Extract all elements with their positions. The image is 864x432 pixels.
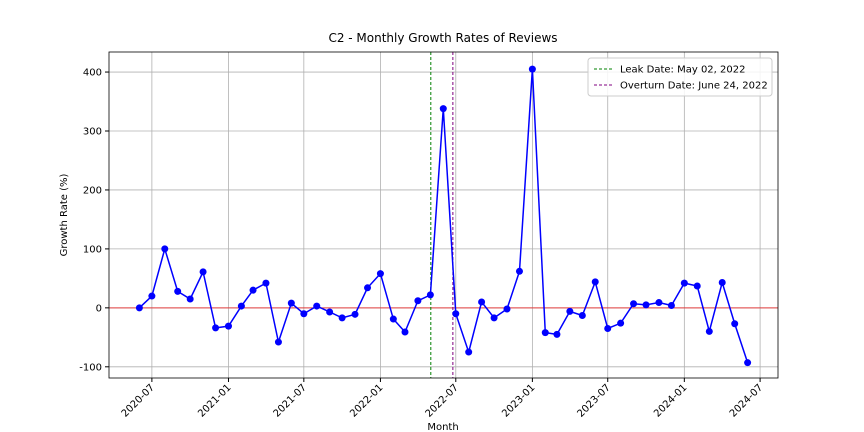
plot-frame <box>108 51 779 379</box>
data-point <box>186 295 194 303</box>
x-tick-label: 2020-07 <box>120 382 157 419</box>
data-point <box>452 310 460 318</box>
x-tick-label: 2023-07 <box>576 382 613 419</box>
data-point <box>553 330 561 338</box>
data-point <box>161 245 169 253</box>
y-tick-label: -100 <box>79 362 102 373</box>
data-point <box>287 299 295 307</box>
data-point <box>351 310 359 318</box>
data-line <box>138 69 749 363</box>
data-point <box>541 329 549 337</box>
chart-title: C2 - Monthly Growth Rates of Reviews <box>328 31 557 45</box>
x-tick-label: 2024-01 <box>652 382 689 419</box>
y-tick-label: 400 <box>83 68 102 79</box>
data-point <box>313 302 321 310</box>
data-point <box>326 308 334 316</box>
legend-label: Leak Date: May 02, 2022 <box>620 65 745 76</box>
data-point <box>693 282 701 290</box>
data-point <box>591 278 599 286</box>
data-point <box>300 310 308 318</box>
data-point <box>667 301 675 309</box>
legend-box <box>587 57 773 97</box>
legend-label: Overturn Date: June 24, 2022 <box>620 81 768 92</box>
x-tick-label: 2021-07 <box>272 382 309 419</box>
y-axis-label: Growth Rate (%) <box>59 174 70 257</box>
data-point <box>174 287 182 295</box>
x-tick-label: 2024-07 <box>728 382 765 419</box>
data-point <box>566 307 574 315</box>
data-point <box>490 314 498 322</box>
data-point <box>604 324 612 332</box>
data-point <box>389 315 397 323</box>
data-point <box>617 319 625 327</box>
data-point <box>642 301 650 309</box>
data-point <box>338 314 346 322</box>
data-point <box>705 327 713 335</box>
y-tick-label: 200 <box>83 185 102 196</box>
data-point <box>630 300 638 308</box>
data-point <box>401 328 409 336</box>
data-point <box>224 322 232 330</box>
x-tick-label: 2023-01 <box>500 382 537 419</box>
y-tick-label: 100 <box>83 244 102 255</box>
data-point <box>426 291 434 299</box>
data-point <box>680 279 688 287</box>
data-point <box>249 286 257 294</box>
y-tick-label: 300 <box>83 126 102 137</box>
data-point <box>578 312 586 320</box>
data-point <box>718 278 726 286</box>
data-point <box>262 279 270 287</box>
data-point <box>199 268 207 276</box>
data-point <box>376 270 384 278</box>
x-tick-label: 2022-01 <box>348 382 385 419</box>
data-point <box>528 65 536 73</box>
data-point <box>148 292 156 300</box>
data-point <box>439 105 447 113</box>
data-point <box>135 304 143 312</box>
data-point <box>364 284 372 292</box>
data-point <box>655 299 663 307</box>
data-point <box>414 297 422 305</box>
data-point <box>503 305 511 313</box>
data-point <box>274 338 282 346</box>
x-axis-label: Month <box>427 422 458 432</box>
data-point <box>212 324 220 332</box>
data-point <box>478 298 486 306</box>
data-point <box>465 348 473 356</box>
data-point <box>515 267 523 275</box>
data-point <box>731 320 739 328</box>
y-tick-label: 0 <box>96 303 102 314</box>
data-point <box>237 302 245 310</box>
data-point <box>744 359 752 367</box>
x-tick-label: 2022-07 <box>424 382 461 419</box>
x-tick-label: 2021-01 <box>196 382 233 419</box>
